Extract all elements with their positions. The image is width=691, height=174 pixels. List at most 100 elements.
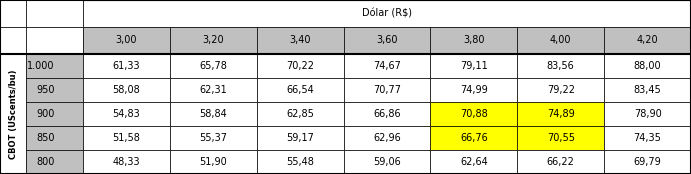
Text: 51,58: 51,58 <box>113 133 140 143</box>
Text: 83,45: 83,45 <box>634 85 661 95</box>
Bar <box>604 102 691 126</box>
Text: CBOT (UScents/bu): CBOT (UScents/bu) <box>8 69 18 159</box>
Bar <box>518 102 604 126</box>
Bar <box>343 102 430 126</box>
Bar <box>170 54 256 78</box>
Text: 3,00: 3,00 <box>115 35 137 45</box>
Text: 78,90: 78,90 <box>634 109 661 119</box>
Text: 70,77: 70,77 <box>373 85 401 95</box>
Text: 62,64: 62,64 <box>460 157 488 167</box>
Bar <box>430 78 518 102</box>
Bar <box>518 150 604 174</box>
Bar <box>26 150 83 174</box>
Bar <box>604 27 691 54</box>
Text: 850: 850 <box>36 133 55 143</box>
Bar <box>26 126 83 150</box>
Text: 62,31: 62,31 <box>199 85 227 95</box>
Bar <box>83 126 170 150</box>
Text: 66,76: 66,76 <box>460 133 488 143</box>
Bar <box>83 150 170 174</box>
Bar <box>604 150 691 174</box>
Bar <box>343 78 430 102</box>
Bar <box>83 102 170 126</box>
Text: 55,48: 55,48 <box>286 157 314 167</box>
Bar <box>604 54 691 78</box>
Text: 83,56: 83,56 <box>547 61 575 71</box>
Text: 65,78: 65,78 <box>199 61 227 71</box>
Bar <box>430 27 518 54</box>
Text: 800: 800 <box>36 157 55 167</box>
Bar <box>518 78 604 102</box>
Text: 59,17: 59,17 <box>286 133 314 143</box>
Bar <box>0 27 26 54</box>
Bar <box>343 150 430 174</box>
Bar <box>430 102 518 126</box>
Text: 58,08: 58,08 <box>113 85 140 95</box>
Bar <box>170 126 256 150</box>
Text: 1.000: 1.000 <box>27 61 55 71</box>
Bar <box>0 0 26 27</box>
Bar <box>26 0 83 27</box>
Text: 74,89: 74,89 <box>547 109 575 119</box>
Text: 74,67: 74,67 <box>373 61 401 71</box>
Bar <box>0 54 26 174</box>
Text: 3,20: 3,20 <box>202 35 224 45</box>
Text: 48,33: 48,33 <box>113 157 140 167</box>
Bar <box>170 150 256 174</box>
Text: Dólar (R$): Dólar (R$) <box>362 9 412 18</box>
Text: 66,86: 66,86 <box>373 109 401 119</box>
Bar <box>430 150 518 174</box>
Text: 88,00: 88,00 <box>634 61 661 71</box>
Bar <box>256 78 343 102</box>
Bar <box>518 126 604 150</box>
Text: 3,60: 3,60 <box>376 35 398 45</box>
Bar <box>518 27 604 54</box>
Bar <box>83 54 170 78</box>
Bar <box>26 27 83 54</box>
Text: 4,00: 4,00 <box>550 35 571 45</box>
Bar <box>170 27 256 54</box>
Text: 79,22: 79,22 <box>547 85 575 95</box>
Text: 900: 900 <box>36 109 55 119</box>
Bar <box>430 54 518 78</box>
Text: 3,80: 3,80 <box>463 35 484 45</box>
Text: 55,37: 55,37 <box>199 133 227 143</box>
Bar <box>26 78 83 102</box>
Text: 70,55: 70,55 <box>547 133 575 143</box>
Text: 70,22: 70,22 <box>286 61 314 71</box>
Bar <box>604 78 691 102</box>
Bar <box>604 126 691 150</box>
Bar <box>343 27 430 54</box>
Text: 61,33: 61,33 <box>113 61 140 71</box>
Bar <box>26 54 83 78</box>
Text: 3,40: 3,40 <box>290 35 311 45</box>
Bar <box>256 27 343 54</box>
Text: 58,84: 58,84 <box>199 109 227 119</box>
Text: 62,96: 62,96 <box>373 133 401 143</box>
Bar <box>343 126 430 150</box>
Text: 74,99: 74,99 <box>460 85 488 95</box>
Text: 4,20: 4,20 <box>636 35 659 45</box>
Bar <box>170 102 256 126</box>
Bar <box>170 78 256 102</box>
Bar <box>256 54 343 78</box>
Bar <box>26 102 83 126</box>
Text: 62,85: 62,85 <box>286 109 314 119</box>
Bar <box>83 78 170 102</box>
Bar <box>256 126 343 150</box>
Text: 66,22: 66,22 <box>547 157 575 167</box>
Text: 950: 950 <box>36 85 55 95</box>
Text: 69,79: 69,79 <box>634 157 661 167</box>
Text: 70,88: 70,88 <box>460 109 488 119</box>
Text: 74,35: 74,35 <box>634 133 661 143</box>
Text: 66,54: 66,54 <box>286 85 314 95</box>
Text: 79,11: 79,11 <box>460 61 488 71</box>
Bar <box>343 54 430 78</box>
Bar <box>256 102 343 126</box>
Bar <box>518 54 604 78</box>
Text: 59,06: 59,06 <box>373 157 401 167</box>
Bar <box>256 150 343 174</box>
Bar <box>83 0 691 27</box>
Text: 51,90: 51,90 <box>199 157 227 167</box>
Bar <box>83 27 170 54</box>
